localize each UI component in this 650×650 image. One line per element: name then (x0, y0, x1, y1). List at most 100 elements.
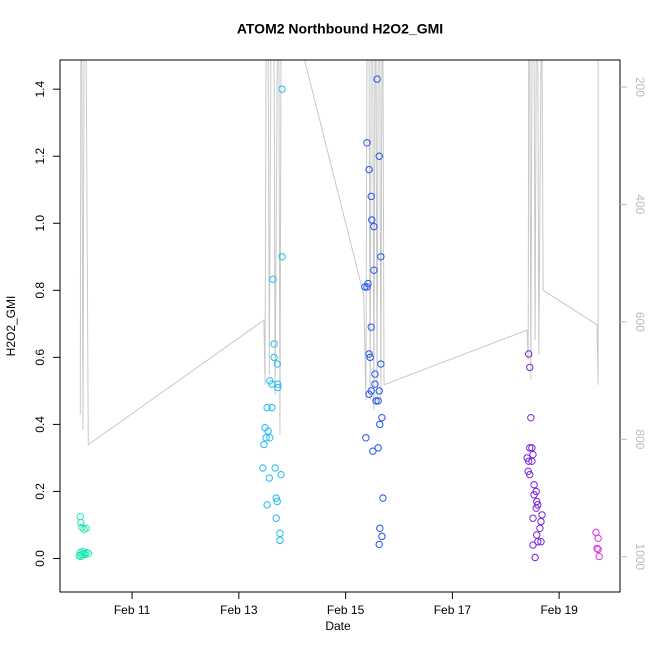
point (526, 470, 534, 479)
y-tick-label: 1.2 (33, 148, 47, 165)
point (272, 494, 280, 502)
point (375, 387, 383, 395)
point (274, 380, 282, 388)
point (368, 216, 376, 224)
point (271, 464, 279, 472)
point (361, 283, 369, 291)
point (365, 390, 373, 398)
y2-tick-label: 200 (633, 77, 647, 97)
point (363, 139, 371, 147)
point (374, 444, 382, 452)
point (377, 253, 385, 261)
y-tick-label: 0.0 (33, 550, 47, 567)
point (594, 534, 602, 543)
point (525, 457, 533, 465)
y-tick-label: 0.4 (33, 416, 47, 433)
y-tick-label: 0.8 (33, 282, 47, 299)
point (526, 363, 534, 372)
point (365, 165, 373, 174)
point (273, 360, 281, 368)
plot-area (75, 60, 603, 562)
point (524, 467, 532, 476)
point (377, 360, 385, 368)
point (77, 518, 85, 527)
point (268, 380, 276, 388)
point (262, 434, 270, 442)
x-axis-title: Date (325, 619, 351, 633)
point (366, 353, 374, 362)
point (268, 403, 276, 412)
point (531, 553, 539, 562)
point (374, 397, 382, 405)
pressure-line (79, 60, 599, 446)
point (276, 529, 284, 538)
point (376, 524, 384, 533)
point (536, 524, 544, 533)
point (532, 504, 540, 512)
point (270, 340, 278, 348)
point (263, 501, 271, 509)
y-tick-label: 1.0 (33, 215, 47, 232)
y2-tick-label: 400 (633, 194, 647, 214)
point (273, 497, 281, 506)
point (367, 323, 375, 331)
point (523, 454, 531, 462)
point (379, 494, 387, 502)
x-tick-label: Feb 15 (327, 603, 365, 617)
x-tick-label: Feb 11 (114, 603, 151, 617)
point (537, 538, 545, 546)
point (534, 538, 542, 546)
y-tick-label: 0.2 (33, 483, 47, 500)
point (370, 266, 378, 274)
x-tick-label: Feb 17 (434, 603, 472, 617)
point (264, 427, 272, 435)
point (369, 447, 377, 455)
point (362, 434, 370, 442)
point (78, 523, 86, 532)
point (77, 552, 85, 561)
point (376, 420, 384, 429)
point (367, 192, 375, 201)
point (527, 413, 535, 422)
point (272, 514, 280, 522)
point (82, 524, 90, 533)
point (378, 532, 386, 541)
y-tick-label: 1.4 (33, 81, 47, 98)
point (371, 380, 379, 388)
plot-frame (59, 59, 621, 593)
point (370, 222, 378, 231)
point (526, 444, 534, 452)
y2-tick-label: 600 (633, 312, 647, 332)
point (365, 350, 373, 358)
point (594, 545, 602, 554)
point (525, 350, 533, 358)
point (529, 514, 537, 522)
point (263, 403, 271, 412)
point (529, 541, 537, 549)
point (259, 464, 267, 472)
point (595, 552, 603, 561)
point (534, 501, 542, 509)
point (266, 434, 274, 442)
y-axis-title: H2O2_GMI (4, 296, 18, 357)
y2-tick-label: 1000 (633, 543, 647, 570)
point (530, 481, 538, 489)
point (375, 540, 383, 549)
point (593, 544, 601, 553)
point (265, 474, 273, 482)
point (530, 491, 538, 499)
x-tick-label: Feb 13 (220, 603, 258, 617)
point (375, 152, 383, 160)
point (371, 370, 379, 378)
point (373, 75, 381, 83)
point (278, 253, 286, 261)
point (269, 275, 277, 283)
y2-tick-label: 800 (633, 429, 647, 449)
point (274, 383, 282, 392)
point (372, 397, 380, 405)
chart-title: ATOM2 Northbound H2O2_GMI (237, 21, 443, 37)
x-tick-label: Feb 19 (540, 603, 578, 617)
point (276, 536, 284, 545)
